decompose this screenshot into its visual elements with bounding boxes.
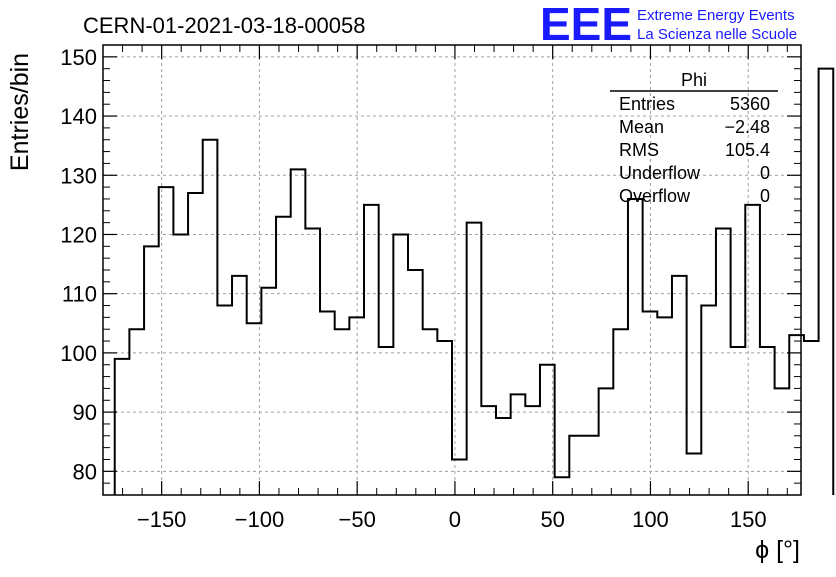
histogram-bin [599, 388, 614, 495]
histogram-bin [159, 187, 174, 495]
histogram-bin [203, 140, 218, 495]
chart-title: CERN-01-2021-03-18-00058 [83, 13, 366, 38]
x-tick-label: −100 [235, 507, 285, 532]
x-tick-label: 150 [730, 507, 767, 532]
histogram-bin [349, 317, 364, 495]
y-tick-label: 150 [60, 45, 97, 70]
histogram-bin [496, 418, 511, 495]
histogram-bin [569, 436, 584, 495]
stats-row-label: Overflow [619, 186, 691, 206]
histogram-bin [379, 347, 394, 495]
histogram-bin [613, 329, 628, 495]
stats-row-label: Entries [619, 94, 675, 114]
stats-row-value: 0 [760, 186, 770, 206]
histogram-bin [819, 69, 834, 495]
stats-row-label: Mean [619, 117, 664, 137]
histogram-bin [173, 234, 188, 495]
histogram-bin [261, 288, 276, 495]
histogram-bin [320, 311, 335, 495]
histogram-bin [217, 306, 232, 495]
histogram-outline [113, 67, 835, 495]
histogram-bin [437, 341, 452, 495]
x-tick-label: −150 [137, 507, 187, 532]
histogram-bin [628, 199, 643, 495]
histogram-bin [731, 347, 746, 495]
histogram-bin [247, 323, 262, 495]
histogram-bin [423, 329, 438, 495]
y-tick-label: 90 [73, 400, 97, 425]
histogram-bin [452, 459, 467, 495]
histogram-bin [804, 341, 819, 495]
x-tick-label: 50 [540, 507, 564, 532]
stats-row-value: 5360 [730, 94, 770, 114]
histogram-bin [408, 270, 423, 495]
y-tick-label: 80 [73, 459, 97, 484]
logo-line1: Extreme Energy Events [637, 7, 795, 24]
histogram-bin [555, 477, 570, 495]
y-axis-label: Entries/bin [6, 53, 34, 171]
y-tick-label: 140 [60, 104, 97, 129]
stats-row-value: −2.48 [724, 117, 770, 137]
stats-row-label: Underflow [619, 163, 701, 183]
histogram-bin [716, 229, 731, 495]
histogram-bin [335, 329, 350, 495]
logo-line2: La Scienza nelle Scuole [637, 26, 797, 43]
logo-mark: EEE [540, 0, 632, 50]
histogram-bin [188, 193, 203, 495]
histogram-bin [467, 223, 482, 495]
histogram-bin [364, 205, 379, 495]
histogram-bin [584, 436, 599, 495]
x-tick-label: 0 [449, 507, 461, 532]
y-tick-label: 130 [60, 163, 97, 188]
histogram-bin [276, 217, 291, 495]
histogram-bars [113, 67, 835, 495]
histogram-bin [672, 276, 687, 495]
histogram-bin [393, 234, 408, 495]
y-tick-label: 110 [62, 282, 97, 307]
histogram-bin [701, 306, 716, 495]
stats-row-value: 0 [760, 163, 770, 183]
y-tick-label: 100 [60, 341, 97, 366]
x-tick-label: 100 [632, 507, 669, 532]
histogram-bin [760, 347, 775, 495]
stats-box-title: Phi [681, 70, 707, 90]
histogram-bin [232, 276, 247, 495]
histogram-bin [775, 388, 790, 495]
histogram-bin [687, 454, 702, 495]
eee-logo: EEE Extreme Energy Events La Scienza nel… [540, 0, 797, 50]
histogram-bin [129, 329, 144, 495]
histogram-bin [525, 406, 540, 495]
histogram-bin [481, 406, 496, 495]
histogram-bin [657, 317, 672, 495]
stats-box: Phi Entries 5360 Mean −2.48 RMS 105.4 Underflo… [610, 70, 778, 206]
histogram-bin [511, 394, 526, 495]
axes [102, 44, 802, 496]
y-tick-label: 120 [60, 222, 97, 247]
histogram-bin [291, 169, 306, 495]
histogram-bin [540, 365, 555, 495]
histogram-bin [745, 205, 760, 495]
stats-row-label: RMS [619, 140, 659, 160]
histogram-bin [115, 359, 130, 495]
x-axis-label: ϕ [°] [755, 536, 800, 564]
histogram-bin [144, 246, 159, 495]
x-tick-label: −50 [339, 507, 376, 532]
stats-row-value: 105.4 [725, 140, 770, 160]
histogram-bin [643, 311, 658, 495]
histogram-bin [305, 229, 320, 495]
tick-labels: −150 −100 −50 0 50 100 150 80 90 100 110 120 130 140 1… [60, 45, 766, 532]
stats-rows: Entries 5360 Mean −2.48 RMS 105.4 Underflow 0 Ov… [619, 94, 770, 206]
